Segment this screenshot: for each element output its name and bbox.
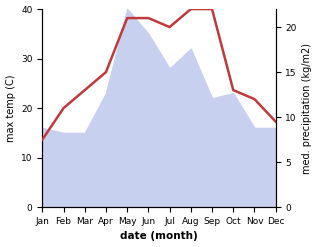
Y-axis label: max temp (C): max temp (C) <box>5 74 16 142</box>
X-axis label: date (month): date (month) <box>120 231 198 242</box>
Y-axis label: med. precipitation (kg/m2): med. precipitation (kg/m2) <box>302 43 313 174</box>
